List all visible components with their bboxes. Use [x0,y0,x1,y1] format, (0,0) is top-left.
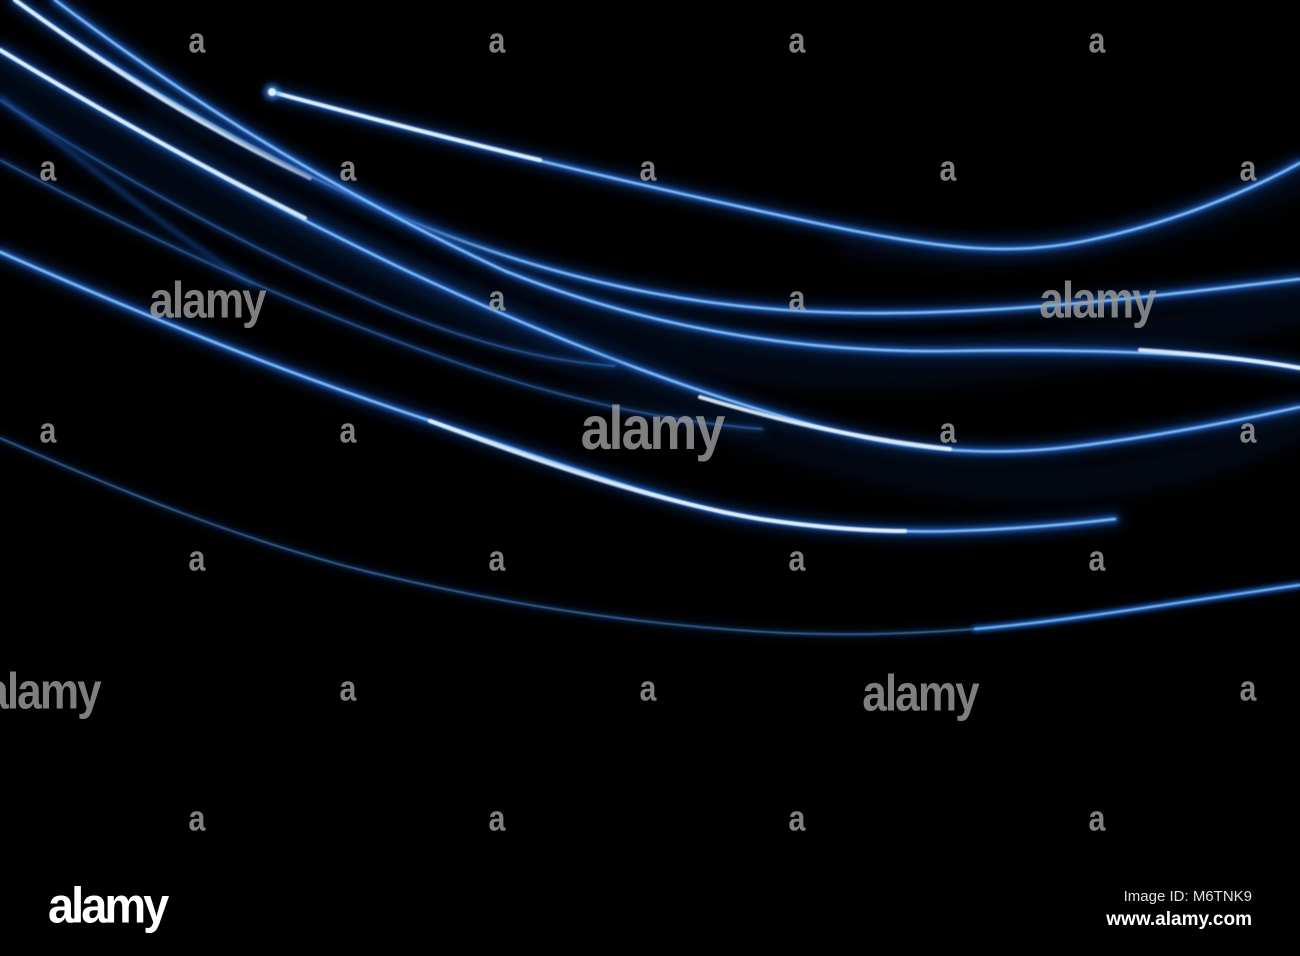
light-trail-top [15,0,1300,313]
haze-bands [0,47,1300,501]
trail-end-cap [268,88,276,96]
alamy-logo: alamy [48,876,169,933]
image-id-text: Image ID: M6TNK9 [1123,888,1252,905]
light-trail-rounded-end [264,84,1300,249]
website-url-text: www.alamy.com [1106,908,1252,930]
image-id-block: Image ID: M6TNK9 www.alamy.com [1106,888,1252,932]
light-trail-parallel [55,0,1300,368]
light-trail-bright-left [0,50,1300,451]
light-trail-lower [0,438,1300,634]
footer-bar: alamy Image ID: M6TNK9 www.alamy.com [0,878,1300,956]
light-trail-center [0,252,1115,531]
